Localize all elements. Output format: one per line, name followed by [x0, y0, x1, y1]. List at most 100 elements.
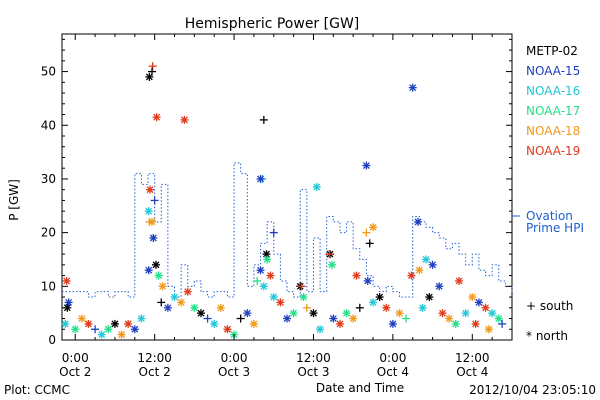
- point-stroke: [155, 272, 163, 280]
- data-point-noaa-15: [363, 276, 372, 285]
- ovation-series: [62, 162, 513, 298]
- data-point-noaa-19: [407, 271, 416, 280]
- ovation-legend-label-1: Ovation: [526, 209, 573, 223]
- data-point-noaa-17: [299, 293, 308, 302]
- y-tick-label: 0: [48, 333, 56, 347]
- data-point-noaa-19: [335, 319, 344, 328]
- point-stroke: [364, 277, 372, 285]
- point-stroke: [475, 298, 483, 306]
- plot-frame: [61, 33, 513, 341]
- data-point-noaa-15: [283, 314, 291, 323]
- point-stroke: [98, 331, 106, 339]
- point-stroke: [429, 261, 437, 269]
- point-stroke: [243, 309, 251, 317]
- data-point-noaa-15: [474, 298, 483, 307]
- x-tick-label-time: 12:00: [137, 351, 172, 365]
- data-point-noaa-16: [97, 330, 106, 339]
- point-stroke: [283, 315, 291, 322]
- point-stroke: [190, 304, 198, 312]
- data-point-metp-02: [157, 298, 166, 307]
- point-stroke: [495, 315, 503, 322]
- point-stroke: [290, 309, 298, 317]
- point-stroke: [468, 293, 476, 301]
- data-point-metp-02: [309, 309, 318, 318]
- data-point-metp-02: [425, 293, 434, 302]
- point-stroke: [217, 304, 225, 312]
- data-point-noaa-17: [104, 325, 113, 334]
- data-point-noaa-19: [352, 271, 361, 280]
- data-point-noaa-15: [498, 319, 507, 328]
- point-stroke: [310, 309, 317, 317]
- legend: METP-02 NOAA-15 NOAA-16 NOAA-17 NOAA-18 NOAA-…: [526, 44, 580, 158]
- x-axis-title: Date and Time: [316, 381, 404, 395]
- point-stroke: [313, 183, 321, 191]
- point-stroke: [145, 266, 153, 274]
- data-point-metp-02: [375, 293, 384, 302]
- point-stroke: [65, 298, 73, 306]
- point-stroke: [260, 282, 268, 290]
- data-point-noaa-18: [415, 266, 424, 275]
- data-point-noaa-16: [369, 298, 378, 307]
- y-tick-label: 50: [41, 65, 56, 79]
- data-point-noaa-16: [418, 303, 427, 312]
- point-stroke: [124, 320, 132, 328]
- point-stroke: [316, 325, 324, 333]
- x-tick-label-date: Oct 4: [456, 365, 488, 379]
- point-stroke: [369, 223, 377, 231]
- data-point-noaa-16: [316, 325, 325, 334]
- y-tick-label: 40: [41, 118, 56, 132]
- point-stroke: [369, 298, 377, 306]
- point-stroke: [425, 293, 433, 301]
- marker-legend-north: * north: [526, 329, 568, 343]
- point-stroke: [439, 309, 446, 317]
- point-stroke: [270, 293, 278, 301]
- data-point-noaa-18: [445, 314, 454, 323]
- data-point-noaa-18: [349, 314, 358, 323]
- point-stroke: [382, 304, 390, 312]
- data-point-noaa-18: [362, 228, 371, 237]
- point-stroke: [329, 315, 337, 322]
- x-tick-label-time: 0:00: [62, 351, 89, 365]
- point-stroke: [177, 298, 185, 306]
- data-point-noaa-19: [471, 319, 480, 328]
- marker-legend-south: + south: [526, 299, 573, 313]
- data-point-metp-02: [196, 309, 205, 318]
- data-point-noaa-18: [177, 298, 186, 307]
- point-stroke: [263, 256, 271, 263]
- y-tick-label: 20: [41, 226, 56, 240]
- data-point-noaa-17: [451, 319, 460, 328]
- point-stroke: [389, 320, 397, 328]
- data-point-metp-02: [236, 314, 245, 323]
- x-tick-label-time: 12:00: [296, 351, 331, 365]
- data-point-noaa-18: [249, 319, 258, 328]
- data-point-noaa-18: [302, 303, 311, 312]
- data-point-metp-02: [365, 239, 374, 248]
- data-point-noaa-16: [144, 207, 153, 216]
- data-point-noaa-15: [414, 217, 423, 226]
- data-point-noaa-18: [158, 282, 167, 291]
- legend-entry-noaa-16: NOAA-16: [526, 84, 580, 98]
- data-point-noaa-16: [312, 183, 321, 191]
- point-stroke: [415, 266, 423, 274]
- point-stroke: [328, 261, 336, 269]
- data-point-noaa-15: [428, 260, 437, 269]
- data-point-noaa-19: [146, 185, 155, 194]
- point-stroke: [171, 293, 178, 301]
- point-stroke: [137, 315, 145, 322]
- legend-entry-noaa-18: NOAA-18: [526, 124, 580, 138]
- point-stroke: [362, 162, 370, 169]
- data-point-noaa-17: [342, 309, 351, 318]
- data-point-noaa-17: [289, 309, 298, 318]
- point-stroke: [146, 186, 154, 194]
- data-point-noaa-17: [190, 303, 199, 312]
- data-point-noaa-18: [484, 325, 493, 334]
- point-stroke: [422, 256, 430, 263]
- y-tick-label: 10: [41, 279, 56, 293]
- data-point-noaa-17: [328, 260, 336, 269]
- data-point-noaa-19: [481, 303, 490, 312]
- data-point-noaa-16: [259, 282, 268, 291]
- y-axis: 0 10 20 30 40 50: [41, 38, 512, 347]
- point-stroke: [197, 309, 205, 317]
- data-point-noaa-18: [145, 217, 154, 226]
